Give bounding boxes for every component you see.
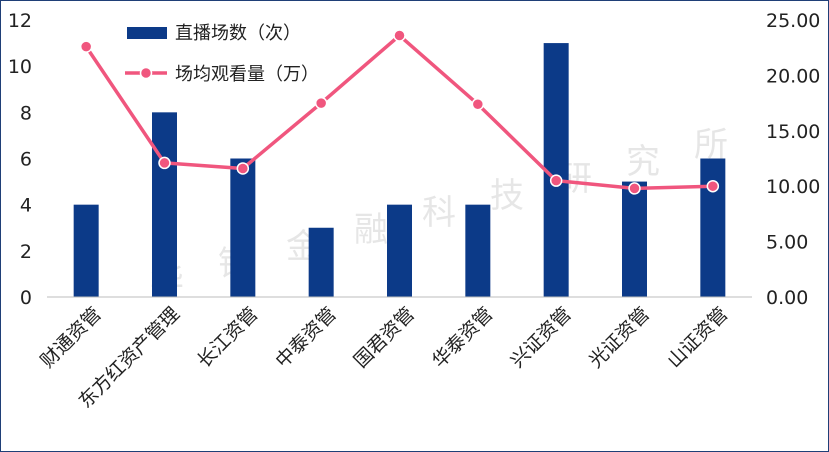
category-label: 兴证资管 (506, 303, 575, 372)
category-label: 国君资管 (350, 303, 419, 372)
watermark-char: 究 (626, 142, 660, 182)
line-point (158, 156, 171, 170)
right-tick-label: 20.00 (766, 65, 820, 87)
line-point (393, 29, 406, 42)
bar (700, 158, 726, 297)
legend-line-label: 场均观看量（万） (175, 64, 319, 85)
bar (308, 227, 334, 297)
category-label: 中泰资管 (271, 303, 340, 372)
bar (387, 204, 412, 297)
legend-bar-label: 直播场数（次） (175, 23, 301, 44)
watermark-char: 融 (354, 210, 388, 250)
left-tick-label: 2 (20, 241, 32, 263)
category-label: 长江资管 (193, 303, 262, 372)
bar (622, 181, 647, 297)
category-label: 华泰资管 (428, 303, 497, 372)
line-point (471, 97, 485, 111)
watermark-char: 所 (694, 125, 728, 165)
left-tick-label: 10 (8, 56, 32, 78)
bar (73, 204, 99, 297)
legend: 直播场数（次） 场均观看量（万） (125, 23, 319, 85)
bar (230, 158, 256, 297)
watermark-char: 技 (490, 176, 524, 216)
bar (543, 43, 569, 298)
category-label: 光证资管 (585, 303, 654, 372)
legend-line-marker (139, 66, 153, 80)
left-y-axis: 0 2 4 6 8 10 12 (8, 10, 32, 309)
bar (152, 112, 177, 297)
bar (465, 204, 491, 297)
left-tick-label: 12 (8, 10, 32, 32)
line-path (84, 33, 713, 191)
line-point (79, 40, 93, 53)
bar-series (47, 43, 752, 298)
category-label: 财通资管 (36, 303, 105, 372)
watermark-char: 科 (422, 193, 456, 233)
left-tick-label: 6 (20, 149, 32, 171)
left-tick-label: 4 (20, 195, 32, 217)
right-tick-label: 10.00 (766, 176, 820, 198)
line-point (314, 96, 328, 110)
right-tick-label: 0.00 (766, 287, 808, 309)
line-point (628, 182, 641, 195)
line-point (706, 179, 720, 193)
right-tick-label: 25.00 (766, 10, 820, 32)
right-tick-label: 5.00 (766, 232, 808, 254)
right-y-axis: 0.00 5.00 10.00 15.00 20.00 25.00 (766, 10, 820, 309)
right-tick-label: 15.00 (766, 121, 820, 143)
left-tick-label: 0 (20, 287, 32, 309)
line-point (236, 162, 250, 175)
left-tick-label: 8 (20, 102, 32, 124)
legend-bar-swatch (127, 27, 167, 39)
line-point (549, 174, 563, 187)
category-label: 山证资管 (663, 303, 732, 372)
line-series (79, 29, 720, 195)
